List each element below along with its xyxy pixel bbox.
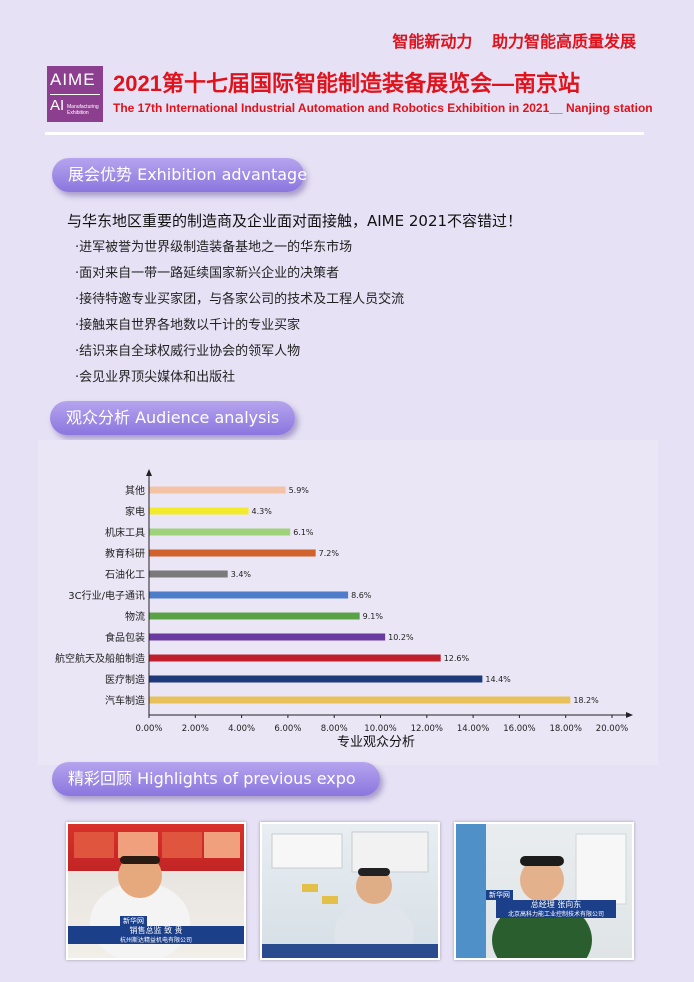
x-tick-label: 18.00% bbox=[549, 724, 581, 734]
data-label: 7.2% bbox=[319, 549, 340, 558]
news-tag-3: 新华网 bbox=[486, 890, 513, 900]
bar bbox=[149, 675, 483, 683]
list-item: ·接待特邀专业买家团，与各家公司的技术及工程人员交流 bbox=[75, 292, 405, 307]
caption-bar-3: 总经理 张向东 北京高科力能工业控制技术有限公司 bbox=[496, 900, 616, 918]
news-tag-1: 新华网 bbox=[120, 916, 147, 926]
data-label: 14.4% bbox=[485, 675, 511, 684]
category-label: 汽车制造 bbox=[105, 694, 145, 707]
section-audience-header: 观众分析 Audience analysis bbox=[50, 401, 295, 435]
audience-chart-svg: 5.9% 4.3% 6.1% 7.2% 3.4% 8.6% 9.1% 10.2% 12.6% 14… bbox=[55, 469, 633, 750]
x-tick-label: 0.00% bbox=[135, 724, 162, 734]
header-divider bbox=[45, 132, 644, 135]
category-label: 医疗制造 bbox=[105, 673, 145, 686]
data-label: 6.1% bbox=[293, 528, 314, 537]
highlight-photos: 销售总监 致 贵 杭州斯达精益机电有限公司 新华网 总经理 张向东 北京高科力能… bbox=[0, 822, 694, 962]
section-highlights-header: 精彩回顾 Highlights of previous expo bbox=[52, 762, 380, 796]
data-label: 18.2% bbox=[573, 696, 599, 705]
category-label: 教育科研 bbox=[105, 547, 145, 560]
x-tick-label: 14.00% bbox=[457, 724, 489, 734]
bar bbox=[149, 633, 386, 641]
category-label: 食品包装 bbox=[105, 631, 145, 644]
x-tick-label: 10.00% bbox=[364, 724, 396, 734]
x-tick-label: 8.00% bbox=[321, 724, 348, 734]
caption-bar-1: 销售总监 致 贵 杭州斯达精益机电有限公司 bbox=[68, 926, 244, 944]
y-axis-arrow bbox=[146, 469, 152, 476]
logo-sub: AI bbox=[50, 97, 65, 114]
list-item: ·会见业界顶尖媒体和出版社 bbox=[75, 370, 236, 385]
x-tick-label: 20.00% bbox=[596, 724, 628, 734]
bar bbox=[149, 528, 291, 536]
category-label: 3C行业/电子通讯 bbox=[68, 589, 145, 602]
x-tick-label: 4.00% bbox=[228, 724, 255, 734]
highlight-photo-3: 总经理 张向东 北京高科力能工业控制技术有限公司 新华网 bbox=[454, 822, 634, 960]
bar bbox=[149, 507, 249, 515]
section-highlights-label: 精彩回顾 Highlights of previous expo bbox=[68, 769, 356, 788]
logo-small: Manufacturing Exhibition bbox=[67, 104, 99, 116]
list-item: ·面对来自一带一路延续国家新兴企业的决策者 bbox=[75, 266, 340, 281]
category-label: 物流 bbox=[125, 610, 145, 623]
data-label: 3.4% bbox=[231, 570, 252, 579]
logo-divider bbox=[50, 94, 100, 95]
data-label: 4.3% bbox=[252, 507, 273, 516]
x-tick-label: 16.00% bbox=[503, 724, 535, 734]
list-item: ·接触来自世界各地数以千计的专业买家 bbox=[75, 318, 301, 333]
exhibition-title-en: The 17th International Industrial Automa… bbox=[113, 101, 653, 115]
bar bbox=[149, 612, 360, 620]
data-label: 10.2% bbox=[388, 633, 414, 642]
advantage-intro: 与华东地区重要的制造商及企业面对面接触，AIME 2021不容错过！ bbox=[67, 212, 523, 230]
highlight-photo-1: 销售总监 致 贵 杭州斯达精益机电有限公司 新华网 bbox=[66, 822, 246, 960]
logo-text: AIME bbox=[50, 70, 96, 89]
category-label: 机床工具 bbox=[105, 526, 145, 539]
x-tick-label: 12.00% bbox=[411, 724, 443, 734]
list-item: ·进军被誉为世界级制造装备基地之一的华东市场 bbox=[75, 240, 353, 255]
category-label: 其他 bbox=[125, 484, 145, 497]
data-label: 9.1% bbox=[363, 612, 384, 621]
section-advantage-header: 展会优势 Exhibition advantage bbox=[52, 158, 308, 192]
bar bbox=[149, 549, 316, 557]
list-item: ·结识来自全球权威行业协会的领军人物 bbox=[75, 344, 301, 359]
x-tick-label: 2.00% bbox=[182, 724, 209, 734]
header-slogan: 智能新动力 助力智能高质量发展 bbox=[392, 32, 636, 51]
category-label: 石油化工 bbox=[105, 568, 145, 581]
advantage-list: ·进军被誉为世界级制造装备基地之一的华东市场 ·面对来自一带一路延续国家新兴企业… bbox=[75, 238, 404, 394]
caption-company-3: 北京高科力能工业控制技术有限公司 bbox=[507, 911, 604, 918]
bar bbox=[149, 591, 349, 599]
x-axis-arrow bbox=[626, 712, 633, 718]
data-label: 12.6% bbox=[444, 654, 470, 663]
caption-title-3: 总经理 张向东 bbox=[530, 900, 582, 909]
x-tick-label: 6.00% bbox=[274, 724, 301, 734]
photo-scene-2 bbox=[262, 831, 438, 958]
bar bbox=[149, 654, 441, 662]
audience-chart: 5.9% 4.3% 6.1% 7.2% 3.4% 8.6% 9.1% 10.2% 12.6% 14… bbox=[38, 440, 658, 765]
bar bbox=[149, 696, 571, 704]
section-advantage-label: 展会优势 Exhibition advantage bbox=[68, 165, 308, 184]
caption-company-1: 杭州斯达精益机电有限公司 bbox=[119, 937, 192, 944]
photo-scene-3 bbox=[456, 824, 627, 958]
section-audience-label: 观众分析 Audience analysis bbox=[66, 408, 280, 427]
caption-title-1: 销售总监 致 贵 bbox=[129, 926, 183, 935]
highlight-photo-2 bbox=[260, 822, 440, 960]
x-axis-title: 专业观众分析 bbox=[337, 735, 415, 750]
category-label: 家电 bbox=[125, 505, 145, 518]
aime-logo: AIME AI Manufacturing Exhibition bbox=[47, 66, 103, 122]
bar bbox=[149, 486, 286, 494]
category-label: 航空航天及船舶制造 bbox=[55, 652, 145, 665]
data-label: 8.6% bbox=[351, 591, 372, 600]
bar bbox=[149, 570, 228, 578]
data-label: 5.9% bbox=[289, 486, 310, 495]
exhibition-title-cn: 2021第十七届国际智能制造装备展览会—南京站 bbox=[113, 71, 580, 96]
